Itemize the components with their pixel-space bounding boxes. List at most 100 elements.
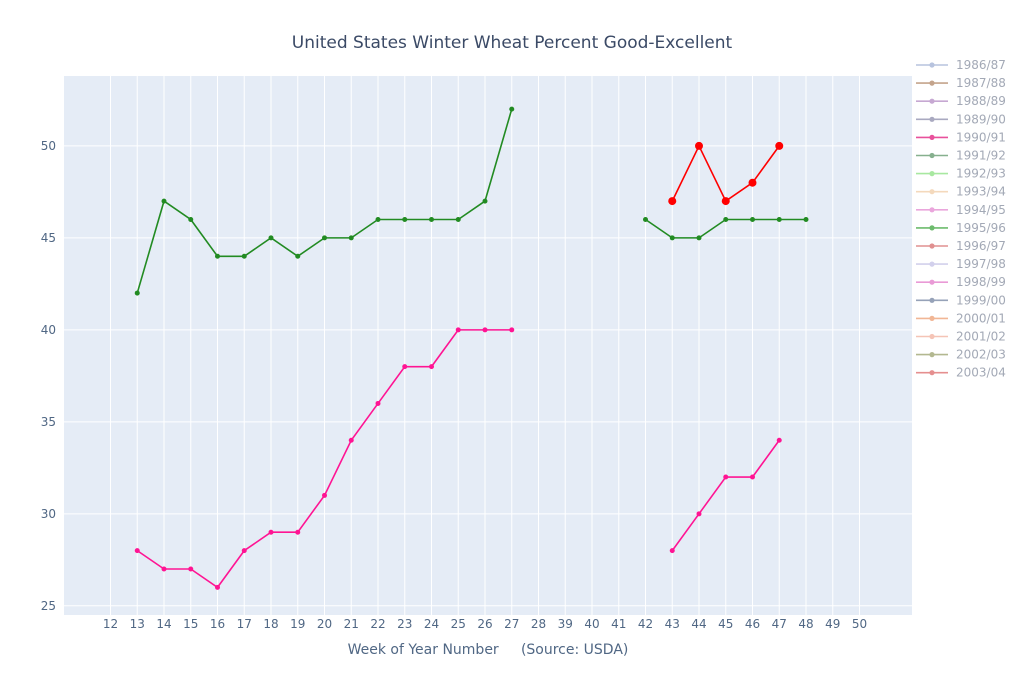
data-point bbox=[721, 197, 730, 206]
legend-label: 1989/90 bbox=[956, 112, 1006, 126]
legend-swatch-marker bbox=[929, 370, 935, 376]
legend-item[interactable]: 2003/04 bbox=[916, 366, 1006, 380]
x-tick-label: 14 bbox=[156, 617, 171, 631]
y-tick-label: 35 bbox=[41, 415, 56, 429]
x-tick-label: 42 bbox=[638, 617, 653, 631]
data-point bbox=[750, 474, 755, 480]
legend-item[interactable]: 1996/97 bbox=[916, 239, 1006, 253]
data-point bbox=[161, 566, 167, 572]
legend-label: 1997/98 bbox=[956, 257, 1006, 271]
data-point bbox=[776, 216, 782, 222]
legend-label: 1988/89 bbox=[956, 94, 1006, 108]
y-tick-label: 25 bbox=[41, 599, 56, 613]
data-point bbox=[776, 437, 782, 443]
x-tick-label: 23 bbox=[397, 617, 412, 631]
x-tick-label: 43 bbox=[665, 617, 680, 631]
legend-item[interactable]: 1994/95 bbox=[916, 203, 1006, 217]
legend-swatch-marker bbox=[929, 152, 935, 159]
x-tick-label: 50 bbox=[852, 617, 867, 631]
data-point bbox=[482, 327, 488, 333]
legend-item[interactable]: 2001/02 bbox=[916, 330, 1006, 344]
data-point bbox=[696, 235, 702, 241]
x-tick-label: 46 bbox=[745, 617, 760, 631]
data-point bbox=[375, 216, 381, 222]
data-point bbox=[455, 216, 461, 222]
x-tick-label: 27 bbox=[504, 617, 519, 631]
series-2 bbox=[134, 327, 515, 590]
legend-swatch-marker bbox=[929, 62, 935, 68]
legend-item[interactable]: 1995/96 bbox=[916, 221, 1006, 235]
data-point bbox=[188, 216, 194, 222]
data-point bbox=[402, 364, 408, 370]
data-point bbox=[509, 327, 515, 333]
data-point bbox=[241, 253, 247, 259]
legend-label: 2001/02 bbox=[956, 330, 1006, 344]
legend-item[interactable]: 1988/89 bbox=[916, 94, 1006, 108]
legend-label: 1992/93 bbox=[956, 167, 1006, 181]
legend-label: 1994/95 bbox=[956, 203, 1006, 217]
data-point bbox=[695, 141, 703, 150]
data-point bbox=[696, 511, 702, 517]
legend-swatch-marker bbox=[929, 207, 935, 213]
x-axis-ticks: 12 13 14 15 16 17 18 19 20 21 22 23 24 25 26 27 28 39 40 41… bbox=[103, 617, 867, 631]
legend-item[interactable]: 1997/98 bbox=[916, 257, 1006, 271]
legend-item[interactable]: 1993/94 bbox=[916, 185, 1006, 199]
data-point bbox=[750, 216, 755, 222]
legend-swatch-marker bbox=[929, 98, 935, 104]
y-tick-label: 30 bbox=[41, 507, 56, 521]
data-point bbox=[668, 197, 677, 206]
data-point bbox=[429, 216, 434, 222]
data-point bbox=[429, 364, 434, 370]
legend-label: 1990/91 bbox=[956, 130, 1006, 144]
data-point bbox=[669, 548, 675, 554]
legend-label: 1987/88 bbox=[956, 76, 1006, 90]
legend-label: 2002/03 bbox=[956, 348, 1006, 362]
y-tick-label: 45 bbox=[41, 231, 56, 245]
data-point bbox=[241, 548, 247, 554]
y-axis-ticks: 25 30 35 40 45 50 bbox=[41, 139, 56, 613]
x-tick-label: 47 bbox=[772, 617, 787, 631]
legend-swatch-marker bbox=[929, 243, 935, 249]
x-tick-label: 13 bbox=[130, 617, 145, 631]
legend-label: 1996/97 bbox=[956, 239, 1006, 253]
legend-item[interactable]: 1999/00 bbox=[916, 293, 1006, 307]
data-point bbox=[215, 584, 220, 590]
legend-item[interactable]: 1991/92 bbox=[916, 149, 1006, 163]
x-tick-label: 15 bbox=[183, 617, 198, 631]
y-tick-label: 40 bbox=[41, 323, 56, 337]
plot-background bbox=[64, 76, 912, 615]
data-point bbox=[322, 235, 327, 241]
legend-swatch-marker bbox=[929, 297, 935, 303]
legend[interactable]: 1986/87 1987/88 1988/89 1989/90 1990/91 1991/… bbox=[916, 58, 1006, 380]
data-point bbox=[348, 235, 354, 241]
legend-swatch-marker bbox=[929, 279, 935, 285]
legend-item[interactable]: 1987/88 bbox=[916, 76, 1006, 90]
x-tick-label: 40 bbox=[584, 617, 599, 631]
x-tick-label: 12 bbox=[103, 617, 118, 631]
legend-label: 2003/04 bbox=[956, 366, 1006, 380]
data-point bbox=[375, 400, 381, 406]
chart-title: United States Winter Wheat Percent Good-… bbox=[292, 33, 733, 53]
legend-item[interactable]: 1998/99 bbox=[916, 275, 1006, 289]
legend-label: 1993/94 bbox=[956, 185, 1006, 199]
legend-item[interactable]: 2000/01 bbox=[916, 311, 1006, 325]
legend-item[interactable]: 1992/93 bbox=[916, 167, 1006, 181]
legend-swatch-marker bbox=[929, 225, 935, 231]
series-4 bbox=[668, 141, 784, 206]
data-point bbox=[134, 290, 140, 296]
series-3 bbox=[669, 437, 782, 554]
legend-label: 1999/00 bbox=[956, 293, 1006, 307]
data-point bbox=[348, 437, 354, 443]
data-point bbox=[748, 178, 757, 187]
legend-item[interactable]: 1989/90 bbox=[916, 112, 1006, 126]
legend-label: 1991/92 bbox=[956, 149, 1006, 163]
data-point bbox=[803, 216, 809, 222]
x-tick-label: 22 bbox=[370, 617, 385, 631]
legend-item[interactable]: 1990/91 bbox=[916, 130, 1006, 144]
data-point bbox=[455, 327, 461, 333]
legend-item[interactable]: 2002/03 bbox=[916, 348, 1006, 362]
legend-item[interactable]: 1986/87 bbox=[916, 58, 1006, 72]
x-tick-label: 45 bbox=[718, 617, 733, 631]
